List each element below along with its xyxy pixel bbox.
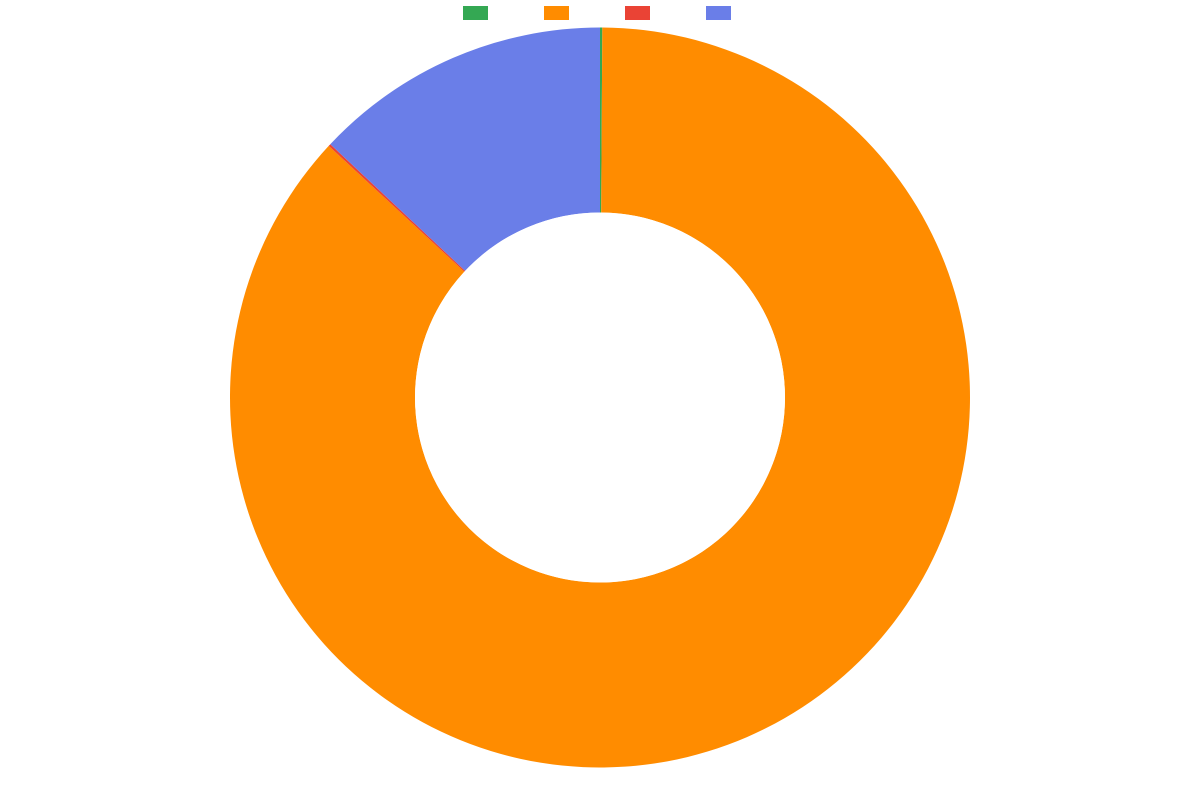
chart-legend: [0, 6, 1200, 20]
legend-swatch-1: [544, 6, 569, 20]
legend-item-3: [706, 6, 737, 20]
legend-item-0: [463, 6, 494, 20]
donut-holder: [230, 28, 970, 773]
donut-chart: [0, 0, 1200, 800]
legend-swatch-2: [625, 6, 650, 20]
donut-svg: [230, 28, 970, 768]
legend-item-1: [544, 6, 575, 20]
legend-swatch-0: [463, 6, 488, 20]
donut-hole: [415, 213, 785, 583]
legend-swatch-3: [706, 6, 731, 20]
legend-item-2: [625, 6, 656, 20]
